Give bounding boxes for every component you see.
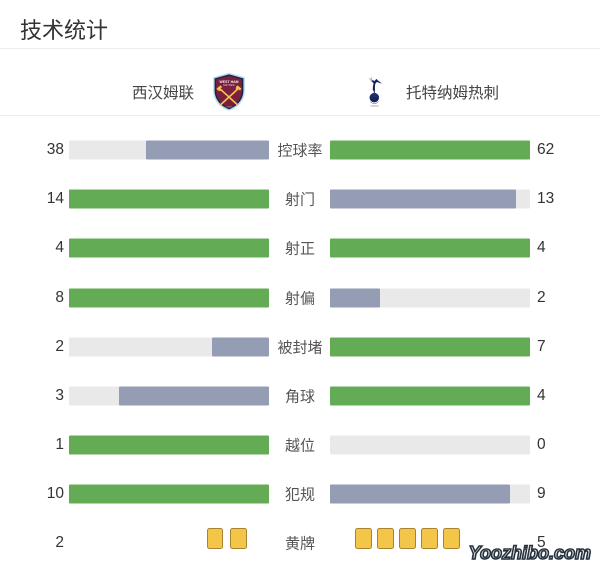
svg-text:WEST HAM: WEST HAM [219, 80, 238, 84]
svg-text:UNITED: UNITED [223, 84, 235, 87]
svg-text:HOTSPUR: HOTSPUR [371, 106, 379, 108]
